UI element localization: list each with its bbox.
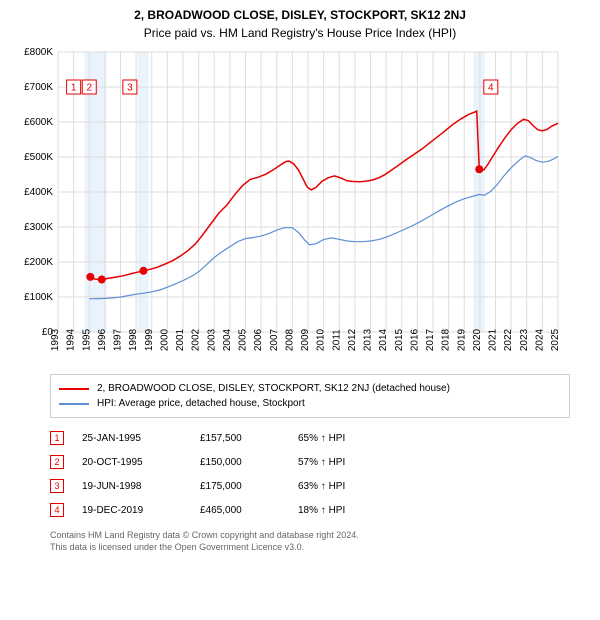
chart-svg: £0£100K£200K£300K£400K£500K£600K£700K£80… xyxy=(10,46,570,366)
sale-hpi: 57% ↑ HPI xyxy=(298,457,398,468)
svg-text:£100K: £100K xyxy=(24,292,53,303)
sale-price: £150,000 xyxy=(200,457,280,468)
legend: 2, BROADWOOD CLOSE, DISLEY, STOCKPORT, S… xyxy=(50,374,570,418)
svg-text:1997: 1997 xyxy=(113,328,124,351)
svg-text:2022: 2022 xyxy=(503,328,514,351)
sale-date: 19-DEC-2019 xyxy=(82,505,182,516)
legend-swatch xyxy=(59,403,89,405)
sale-row: 3 19-JUN-1998 £175,000 63% ↑ HPI xyxy=(50,474,570,498)
sale-marker: 1 xyxy=(50,431,64,445)
sale-hpi: 63% ↑ HPI xyxy=(298,481,398,492)
sale-hpi: 18% ↑ HPI xyxy=(298,505,398,516)
svg-text:£800K: £800K xyxy=(24,47,53,58)
svg-text:2002: 2002 xyxy=(191,328,202,351)
svg-text:1994: 1994 xyxy=(66,328,77,351)
chart-container: 2, BROADWOOD CLOSE, DISLEY, STOCKPORT, S… xyxy=(0,0,600,620)
legend-row: 2, BROADWOOD CLOSE, DISLEY, STOCKPORT, S… xyxy=(59,381,561,396)
svg-text:2003: 2003 xyxy=(206,328,217,351)
svg-text:2006: 2006 xyxy=(253,328,264,351)
svg-text:1995: 1995 xyxy=(81,328,92,351)
svg-text:£400K: £400K xyxy=(24,187,53,198)
sales-table: 1 25-JAN-1995 £157,500 65% ↑ HPI 2 20-OCT-199… xyxy=(50,426,570,522)
sale-hpi: 65% ↑ HPI xyxy=(298,433,398,444)
svg-text:2007: 2007 xyxy=(269,328,280,351)
svg-text:2017: 2017 xyxy=(425,328,436,351)
legend-swatch xyxy=(59,388,89,390)
svg-text:2014: 2014 xyxy=(378,328,389,351)
svg-text:1999: 1999 xyxy=(144,328,155,351)
legend-label: HPI: Average price, detached house, Stoc… xyxy=(97,398,305,409)
svg-text:2004: 2004 xyxy=(222,328,233,351)
svg-text:2005: 2005 xyxy=(238,328,249,351)
svg-text:£500K: £500K xyxy=(24,152,53,163)
sale-marker: 2 xyxy=(50,455,64,469)
svg-text:£300K: £300K xyxy=(24,222,53,233)
svg-text:2010: 2010 xyxy=(316,328,327,351)
footer-line-1: Contains HM Land Registry data © Crown c… xyxy=(50,530,570,542)
svg-text:£600K: £600K xyxy=(24,117,53,128)
sale-row: 2 20-OCT-1995 £150,000 57% ↑ HPI xyxy=(50,450,570,474)
svg-text:2019: 2019 xyxy=(456,328,467,351)
svg-text:2016: 2016 xyxy=(409,328,420,351)
svg-text:1996: 1996 xyxy=(97,328,108,351)
svg-text:2001: 2001 xyxy=(175,328,186,351)
sale-row: 1 25-JAN-1995 £157,500 65% ↑ HPI xyxy=(50,426,570,450)
svg-text:2008: 2008 xyxy=(284,328,295,351)
svg-text:1998: 1998 xyxy=(128,328,139,351)
svg-text:2018: 2018 xyxy=(441,328,452,351)
svg-text:2024: 2024 xyxy=(534,328,545,351)
footer-line-2: This data is licensed under the Open Gov… xyxy=(50,542,570,554)
sale-date: 25-JAN-1995 xyxy=(82,433,182,444)
footer-attribution: Contains HM Land Registry data © Crown c… xyxy=(50,530,570,553)
sale-marker: 4 xyxy=(50,503,64,517)
svg-text:2: 2 xyxy=(86,83,92,94)
sale-price: £465,000 xyxy=(200,505,280,516)
chart-title: 2, BROADWOOD CLOSE, DISLEY, STOCKPORT, S… xyxy=(10,8,590,22)
svg-text:1: 1 xyxy=(71,83,77,94)
svg-text:1993: 1993 xyxy=(50,328,61,351)
sale-price: £157,500 xyxy=(200,433,280,444)
svg-text:2011: 2011 xyxy=(331,329,342,351)
sale-marker: 3 xyxy=(50,479,64,493)
legend-label: 2, BROADWOOD CLOSE, DISLEY, STOCKPORT, S… xyxy=(97,383,450,394)
chart-subtitle: Price paid vs. HM Land Registry's House … xyxy=(10,26,590,40)
svg-text:2000: 2000 xyxy=(159,328,170,351)
svg-text:4: 4 xyxy=(488,83,494,94)
svg-text:2015: 2015 xyxy=(394,328,405,351)
svg-text:2020: 2020 xyxy=(472,328,483,351)
svg-text:£700K: £700K xyxy=(24,82,53,93)
sale-row: 4 19-DEC-2019 £465,000 18% ↑ HPI xyxy=(50,498,570,522)
legend-row: HPI: Average price, detached house, Stoc… xyxy=(59,396,561,411)
svg-text:2021: 2021 xyxy=(488,328,499,351)
svg-text:£200K: £200K xyxy=(24,257,53,268)
svg-text:2009: 2009 xyxy=(300,328,311,351)
chart-plot: £0£100K£200K£300K£400K£500K£600K£700K£80… xyxy=(10,46,590,366)
svg-text:3: 3 xyxy=(127,83,133,94)
sale-price: £175,000 xyxy=(200,481,280,492)
sale-date: 19-JUN-1998 xyxy=(82,481,182,492)
svg-text:2023: 2023 xyxy=(519,328,530,351)
svg-text:2012: 2012 xyxy=(347,328,358,351)
svg-text:2025: 2025 xyxy=(550,328,561,351)
sale-date: 20-OCT-1995 xyxy=(82,457,182,468)
svg-text:2013: 2013 xyxy=(363,328,374,351)
